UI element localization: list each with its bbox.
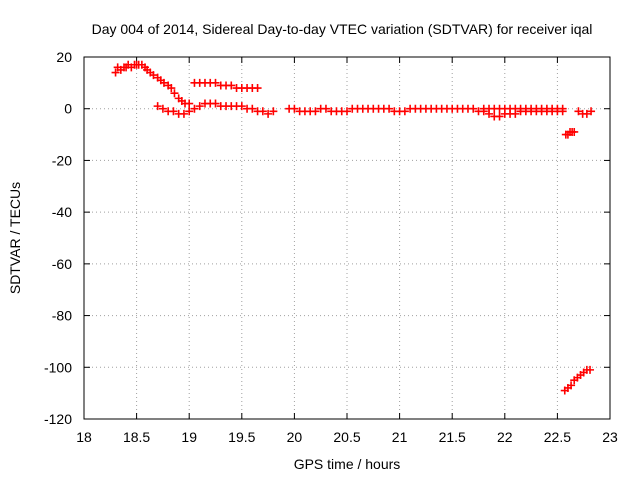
data-point bbox=[170, 89, 179, 98]
data-point bbox=[469, 104, 478, 113]
grid bbox=[84, 57, 610, 419]
data-point bbox=[111, 68, 120, 77]
data-point bbox=[558, 104, 567, 113]
series-main-band bbox=[285, 104, 567, 121]
data-point bbox=[185, 99, 194, 108]
data-point bbox=[153, 102, 162, 111]
x-tick-label: 21.5 bbox=[439, 429, 466, 445]
data-point bbox=[495, 112, 504, 121]
x-tick-label: 20.5 bbox=[333, 429, 360, 445]
axis-ticks: 18 18.5 19 19.5 20 20.5 21 21.5 22 22.5 23 -120 -100… bbox=[44, 49, 618, 445]
series-upper-second-arc bbox=[190, 78, 262, 93]
data-point bbox=[211, 78, 220, 87]
data-point bbox=[264, 109, 273, 118]
data-point bbox=[290, 104, 299, 113]
y-tick-label: -60 bbox=[52, 256, 72, 272]
x-tick-label: 19.5 bbox=[228, 429, 255, 445]
data-point bbox=[248, 104, 257, 113]
data-point bbox=[159, 78, 168, 87]
y-tick-label: -120 bbox=[44, 411, 72, 427]
series-late-small-segment bbox=[561, 127, 579, 139]
series-lower-arc bbox=[153, 99, 278, 118]
y-tick-label: -20 bbox=[52, 152, 72, 168]
data-point bbox=[195, 102, 204, 111]
x-tick-label: 22 bbox=[497, 429, 513, 445]
series-main-band-secondary bbox=[479, 104, 567, 113]
data-point bbox=[179, 109, 188, 118]
x-tick-label: 21 bbox=[392, 429, 408, 445]
data-point bbox=[385, 104, 394, 113]
data-point bbox=[237, 102, 246, 111]
y-tick-label: -100 bbox=[44, 359, 72, 375]
x-tick-label: 22.5 bbox=[544, 429, 571, 445]
data-point bbox=[169, 107, 178, 116]
data-point bbox=[185, 107, 194, 116]
data-point bbox=[586, 365, 595, 374]
data-point bbox=[149, 71, 158, 80]
data-point bbox=[587, 107, 596, 116]
data-point bbox=[582, 109, 591, 118]
y-tick-label: -80 bbox=[52, 308, 72, 324]
x-tick-label: 23 bbox=[602, 429, 618, 445]
data-point bbox=[400, 107, 409, 116]
chart-title: Day 004 of 2014, Sidereal Day-to-day VTE… bbox=[92, 21, 593, 37]
data-point bbox=[311, 107, 320, 116]
data-point bbox=[343, 107, 351, 116]
data-point bbox=[211, 99, 220, 108]
data-point bbox=[227, 81, 236, 90]
y-axis-label: SDTVAR / TECUs bbox=[7, 182, 23, 294]
y-tick-label: 0 bbox=[64, 101, 72, 117]
data-point bbox=[570, 127, 579, 136]
data-point bbox=[269, 107, 278, 116]
data-point bbox=[567, 381, 576, 390]
data-points bbox=[111, 60, 596, 395]
data-point bbox=[574, 107, 583, 116]
y-tick-label: -40 bbox=[52, 204, 72, 220]
series-late-isolated bbox=[574, 107, 596, 118]
data-point bbox=[321, 104, 330, 113]
data-point bbox=[190, 104, 199, 113]
series-upper-early-arc bbox=[111, 60, 194, 108]
data-point bbox=[167, 84, 176, 93]
data-point bbox=[253, 84, 262, 93]
x-tick-label: 20 bbox=[287, 429, 303, 445]
x-axis-label: GPS time / hours bbox=[294, 456, 401, 472]
series-late-steep-segment bbox=[560, 365, 595, 395]
x-tick-label: 19 bbox=[181, 429, 197, 445]
y-tick-label: 20 bbox=[56, 49, 72, 65]
data-point bbox=[258, 107, 267, 116]
x-tick-label: 18.5 bbox=[123, 429, 150, 445]
data-point bbox=[158, 104, 167, 113]
x-tick-label: 18 bbox=[76, 429, 92, 445]
